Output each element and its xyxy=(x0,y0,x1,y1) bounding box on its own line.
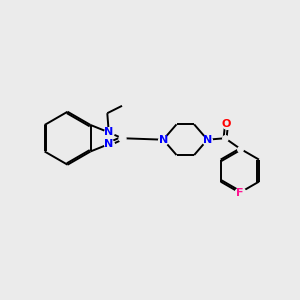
Text: N: N xyxy=(203,135,212,145)
Text: O: O xyxy=(222,119,231,129)
Text: N: N xyxy=(104,139,113,149)
Text: F: F xyxy=(236,188,244,198)
Text: N: N xyxy=(104,127,113,137)
Text: N: N xyxy=(159,135,168,145)
